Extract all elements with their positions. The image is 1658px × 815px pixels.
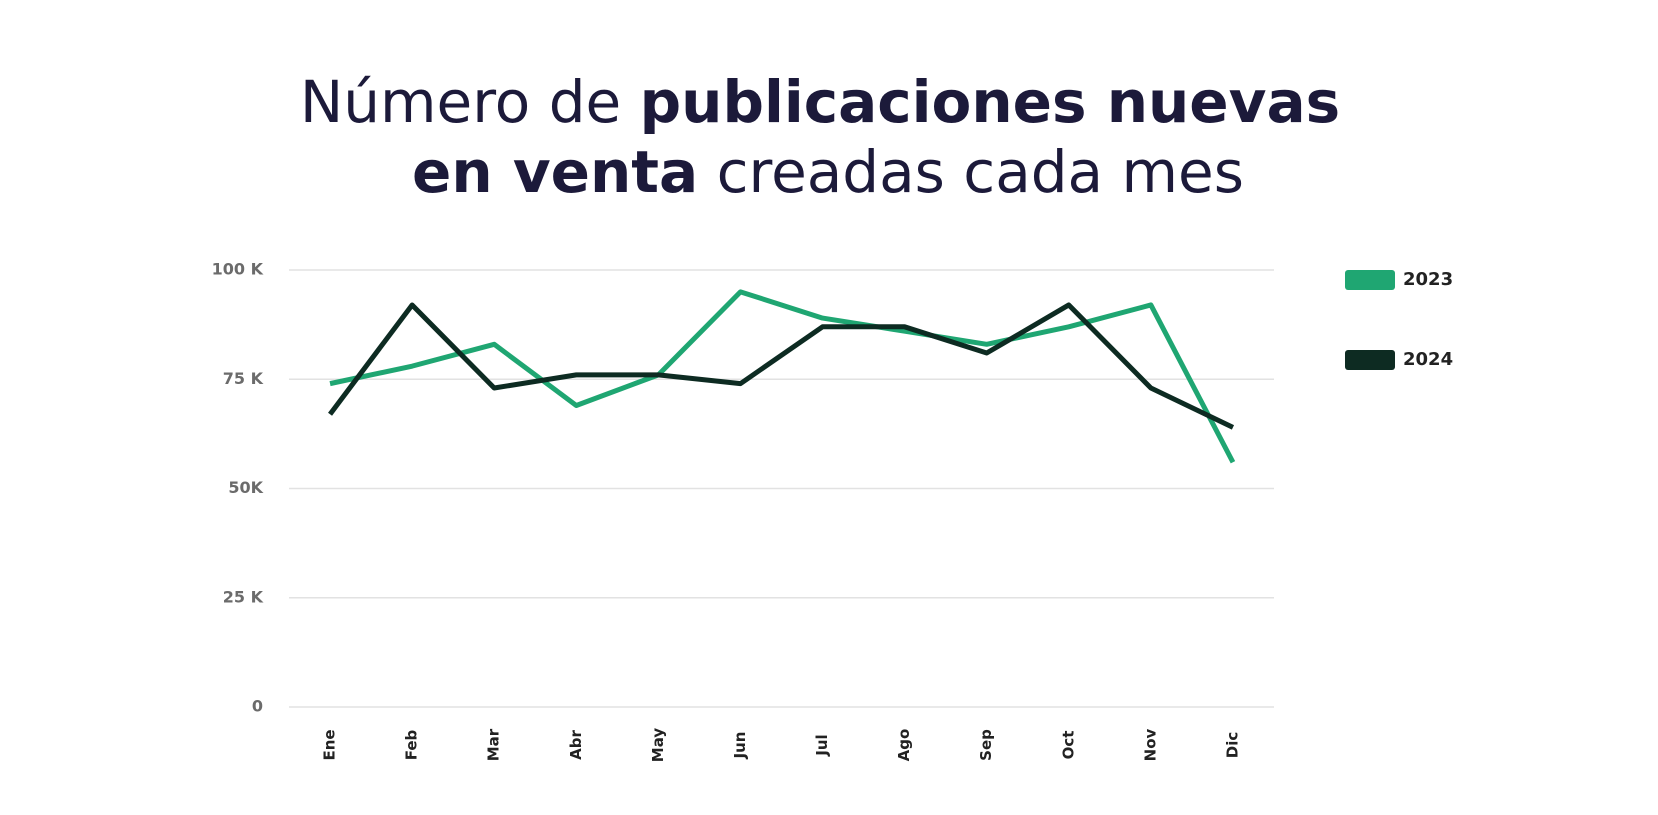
x-tick-label: Jun [731,732,749,760]
x-tick-label: Mar [485,728,503,761]
x-tick-label: Sep [977,729,995,761]
y-tick-label: 75 K [223,369,264,388]
x-tick-label: Ago [895,729,913,762]
x-tick-label: Jul [813,734,831,756]
legend-label: 2023 [1403,269,1453,290]
x-tick-label: May [649,728,667,763]
y-tick-label: 0 [252,697,263,716]
x-tick-label: Oct [1059,731,1077,760]
title-part: creadas cada mes [698,138,1244,206]
y-tick-label: 50K [228,478,263,497]
y-tick-label: 25 K [223,587,264,606]
x-tick-label: Feb [403,729,421,760]
title-part: Número de [300,68,640,136]
legend-swatch [1345,350,1395,370]
legend-swatch [1345,270,1395,290]
series-line [328,302,1235,430]
series-line [329,289,1236,464]
x-tick-label: Ene [321,729,339,760]
x-tick-label: Abr [567,730,585,760]
title-part: publicaciones nuevas [640,68,1340,136]
legend-label: 2024 [1403,349,1453,370]
x-tick-label: Dic [1223,732,1241,758]
x-tick-label: Nov [1141,728,1159,761]
chart-title: en venta creadas cada mes [412,138,1244,206]
title-part: en venta [412,138,698,206]
y-tick-label: 100 K [212,260,264,279]
chart-title: Número de publicaciones nuevas [300,68,1340,136]
